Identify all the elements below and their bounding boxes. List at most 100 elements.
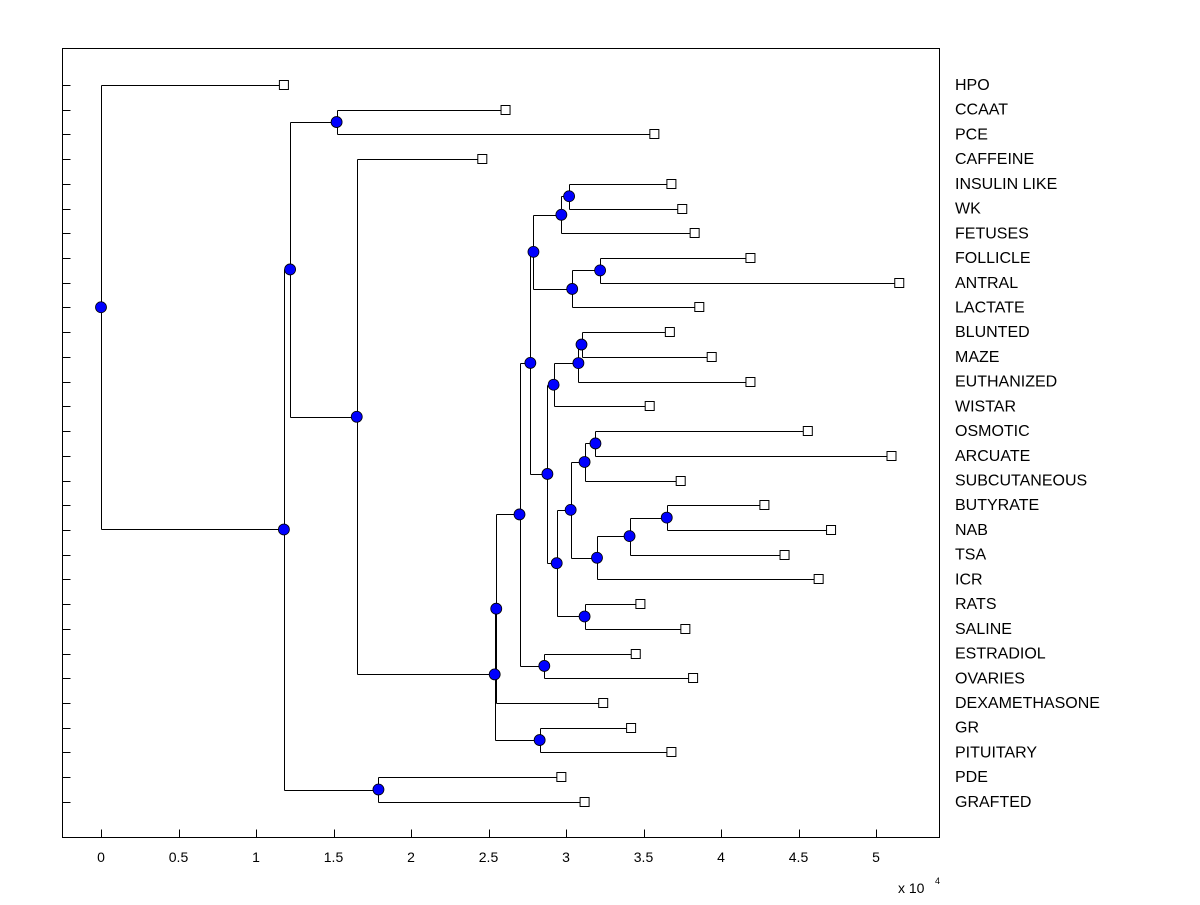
leaf-label: TSA [955, 547, 986, 564]
cluster-node [533, 734, 546, 746]
leaf-label: PITUITARY [955, 744, 1037, 761]
leaf-marker [556, 772, 567, 782]
leaf-label: WK [955, 201, 981, 218]
leaf-label: OVARIES [955, 670, 1025, 687]
leaf-marker [706, 352, 717, 362]
x-tick-label: 4 [717, 849, 725, 865]
leaf-marker [813, 574, 824, 584]
y-ticks [62, 85, 71, 803]
cluster-node [350, 410, 363, 423]
leaf-label: SUBCUTANEOUS [955, 473, 1087, 490]
cluster-node [547, 378, 560, 391]
leaf-label: ANTRAL [955, 275, 1018, 292]
cluster-node [541, 468, 554, 480]
cluster-node [372, 783, 385, 796]
dendrogram-nodes [95, 116, 673, 796]
leaf-marker [779, 550, 790, 560]
leaf-label: GR [955, 720, 979, 737]
dendrogram-links [101, 85, 900, 803]
leaf-marker [802, 426, 813, 436]
leaf-marker [598, 698, 609, 708]
leaf-marker [626, 723, 637, 733]
leaf-marker [745, 253, 756, 263]
cluster-node [623, 530, 636, 543]
x-tick-label: 3 [562, 849, 570, 865]
leaf-label: NAB [955, 522, 988, 539]
cluster-node [564, 503, 577, 516]
leaf-label: BUTYRATE [955, 497, 1039, 514]
leaf-label: LACTATE [955, 299, 1025, 316]
leaf-marker [694, 302, 705, 312]
cluster-node [490, 602, 503, 615]
x-tick-label: 2 [407, 849, 415, 865]
cluster-node [95, 301, 107, 314]
leaf-label: OSMOTIC [955, 423, 1030, 440]
x-tick-label: 0.5 [169, 849, 189, 865]
leaf-label: ESTRADIOL [955, 646, 1046, 663]
x-tick-label: 4.5 [789, 849, 809, 865]
leaf-marker [644, 401, 655, 411]
cluster-node [488, 668, 501, 681]
leaf-label: RATS [955, 596, 996, 613]
x-tick-label: 2.5 [479, 849, 499, 865]
x-tick-label: 1 [252, 849, 260, 865]
leaf-label: SALINE [955, 621, 1012, 638]
cluster-node [575, 338, 588, 351]
leaf-label: GRAFTED [955, 794, 1031, 811]
leaf-label: HPO [955, 77, 990, 94]
cluster-node [589, 437, 602, 450]
leaf-label: CAFFEINE [955, 151, 1034, 168]
leaf-marker [886, 451, 897, 461]
leaf-marker [664, 327, 675, 337]
leaf-marker [278, 80, 289, 90]
cluster-node [563, 190, 575, 203]
leaf-label: INSULIN LIKE [955, 176, 1057, 193]
cluster-node [550, 557, 563, 570]
cluster-node [513, 508, 526, 521]
leaf-marker [677, 204, 688, 214]
leaf-labels: HPO CCAAT PCE CAFFEINE INSULIN LIKE WK FETUSES… [955, 77, 1100, 811]
leaf-marker [649, 129, 660, 139]
x-ticks: 0 0.5 1 1.5 2 2.5 3 3.5 4 4.5 5 [97, 829, 880, 865]
leaf-marker [675, 476, 686, 486]
cluster-node [566, 283, 579, 295]
leaf-label: PDE [955, 769, 988, 786]
leaf-label: BLUNTED [955, 324, 1030, 341]
leaf-marker [666, 179, 677, 189]
cluster-node [591, 551, 603, 564]
leaf-marker [477, 154, 488, 164]
x-tick-label: 5 [872, 849, 880, 865]
leaf-marker [894, 278, 905, 288]
cluster-node [660, 511, 673, 524]
leaf-marker [759, 500, 770, 510]
leaf-marker [579, 797, 590, 807]
leaf-marker [666, 747, 677, 757]
leaf-label: EUTHANIZED [955, 374, 1057, 391]
leaf-label: FETUSES [955, 225, 1029, 242]
cluster-node [284, 263, 297, 276]
cluster-node [578, 610, 591, 623]
cluster-node [527, 245, 540, 258]
x-tick-label: 1.5 [324, 849, 344, 865]
leaf-label: WISTAR [955, 398, 1016, 415]
x-exponent-power: 4 [935, 876, 940, 886]
leaf-marker [635, 599, 646, 609]
leaf-marker [688, 673, 699, 683]
cluster-node [330, 116, 343, 128]
leaf-label: ICR [955, 571, 983, 588]
leaf-marker [745, 377, 756, 387]
dendrogram-leaves [278, 80, 905, 807]
leaf-marker [500, 105, 511, 115]
cluster-node [594, 264, 606, 277]
leaf-label: MAZE [955, 349, 999, 366]
leaf-marker [826, 525, 837, 535]
x-exponent-label: x 10 [898, 880, 925, 896]
leaf-label: DEXAMETHASONE [955, 695, 1100, 712]
leaf-marker [630, 649, 641, 659]
cluster-node [555, 208, 568, 221]
leaf-marker [689, 228, 700, 238]
cluster-node [524, 357, 537, 369]
plot-frame [62, 48, 940, 838]
x-tick-label: 0 [97, 849, 105, 865]
